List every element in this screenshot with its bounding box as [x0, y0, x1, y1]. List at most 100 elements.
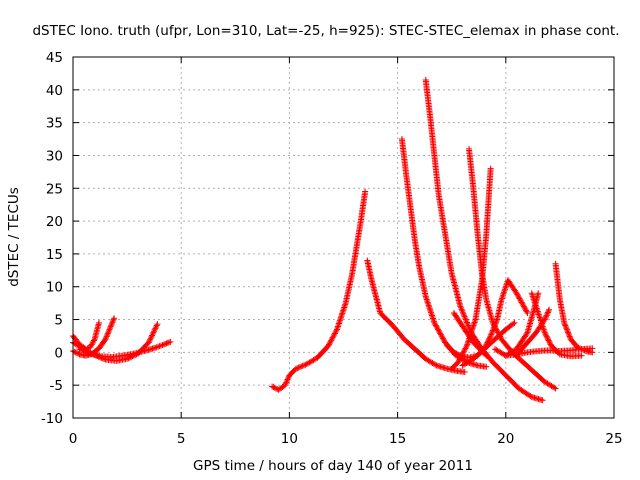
data-point-marker	[589, 345, 596, 352]
data-point-marker	[543, 312, 550, 319]
data-point-marker	[101, 337, 108, 344]
data-point-marker	[457, 355, 464, 362]
data-point-marker	[455, 359, 462, 366]
data-point-marker	[331, 331, 338, 338]
data-point-marker	[87, 344, 94, 351]
series-4	[76, 338, 174, 360]
data-point-marker	[298, 363, 305, 370]
data-point-marker	[518, 299, 525, 306]
x-axis-label: GPS time / hours of day 140 of year 2011	[193, 458, 473, 474]
data-point-marker	[450, 349, 457, 356]
data-point-marker	[431, 319, 438, 326]
data-point-marker	[459, 351, 466, 358]
y-tick-label: 25	[46, 181, 63, 197]
data-point-marker	[294, 365, 301, 372]
data-point-marker	[515, 294, 522, 301]
data-point-marker	[83, 348, 90, 355]
data-point-marker	[432, 321, 439, 328]
data-point-marker	[439, 334, 446, 341]
data-point-marker	[95, 319, 102, 326]
data-point-marker	[544, 334, 551, 341]
x-tick-label: 25	[605, 431, 622, 447]
data-point-marker	[162, 340, 169, 347]
y-tick-label: -5	[50, 378, 63, 394]
data-point-marker	[102, 336, 109, 343]
data-point-marker	[152, 325, 159, 332]
series-12	[450, 309, 490, 359]
data-point-marker	[463, 344, 470, 351]
y-tick-label: 5	[54, 313, 63, 329]
data-point-marker	[562, 323, 569, 330]
data-point-marker	[110, 316, 117, 323]
data-point-marker	[282, 380, 289, 387]
data-point-marker	[107, 325, 114, 332]
data-point-marker	[76, 346, 83, 353]
data-point-marker	[107, 323, 114, 330]
data-point-marker	[460, 310, 467, 317]
data-point-marker	[460, 349, 467, 356]
x-tick-label: 0	[69, 431, 78, 447]
data-point-marker	[331, 330, 338, 337]
data-point-marker	[437, 330, 444, 337]
data-point-marker	[434, 326, 441, 333]
x-tick-label: 5	[177, 431, 186, 447]
data-point-marker	[566, 332, 573, 339]
data-point-marker	[490, 326, 497, 333]
data-point-marker	[564, 328, 571, 335]
data-point-marker	[544, 309, 551, 316]
data-point-marker	[159, 342, 166, 349]
data-point-marker	[561, 319, 568, 326]
y-tick-label: 10	[46, 280, 63, 296]
data-point-marker	[160, 341, 167, 348]
data-point-marker	[546, 340, 553, 347]
data-point-marker	[158, 342, 165, 349]
y-tick-label: -10	[41, 411, 63, 427]
data-point-marker	[542, 313, 549, 320]
data-point-marker	[520, 303, 527, 310]
series-7	[398, 136, 490, 370]
data-point-marker	[488, 331, 495, 338]
data-points	[70, 76, 596, 404]
data-point-marker	[491, 322, 498, 329]
data-point-marker	[109, 319, 116, 326]
data-point-marker	[483, 352, 490, 359]
data-point-marker	[522, 307, 529, 314]
data-point-marker	[271, 384, 278, 391]
data-point-marker	[438, 332, 445, 339]
data-point-marker	[542, 315, 549, 322]
data-point-marker	[299, 362, 306, 369]
data-point-marker	[88, 341, 95, 348]
data-point-marker	[435, 327, 442, 334]
data-point-marker	[328, 335, 335, 342]
data-point-marker	[80, 347, 87, 354]
data-point-marker	[155, 343, 162, 350]
data-point-marker	[522, 306, 529, 313]
data-point-marker	[111, 315, 118, 322]
data-point-marker	[108, 320, 115, 327]
data-point-marker	[434, 325, 441, 332]
data-point-marker	[329, 334, 336, 341]
data-point-marker	[153, 344, 160, 351]
data-point-marker	[326, 340, 333, 347]
x-tick-label: 15	[389, 431, 406, 447]
data-point-marker	[487, 332, 494, 339]
data-point-marker	[544, 336, 551, 343]
data-point-marker	[543, 332, 550, 339]
data-point-marker	[103, 333, 110, 340]
data-point-marker	[77, 346, 84, 353]
data-point-marker	[482, 351, 489, 358]
data-point-marker	[437, 331, 444, 338]
data-point-marker	[283, 379, 290, 386]
data-point-marker	[432, 361, 439, 368]
data-point-marker	[461, 313, 468, 320]
data-point-marker	[283, 377, 290, 384]
data-point-marker	[461, 369, 468, 376]
data-point-marker	[517, 296, 524, 303]
data-point-marker	[88, 342, 95, 349]
data-point-marker	[325, 342, 332, 349]
data-point-marker	[302, 361, 309, 368]
data-point-marker	[490, 324, 497, 331]
data-point-marker	[459, 309, 466, 316]
data-point-marker	[105, 327, 112, 334]
data-point-marker	[491, 323, 498, 330]
